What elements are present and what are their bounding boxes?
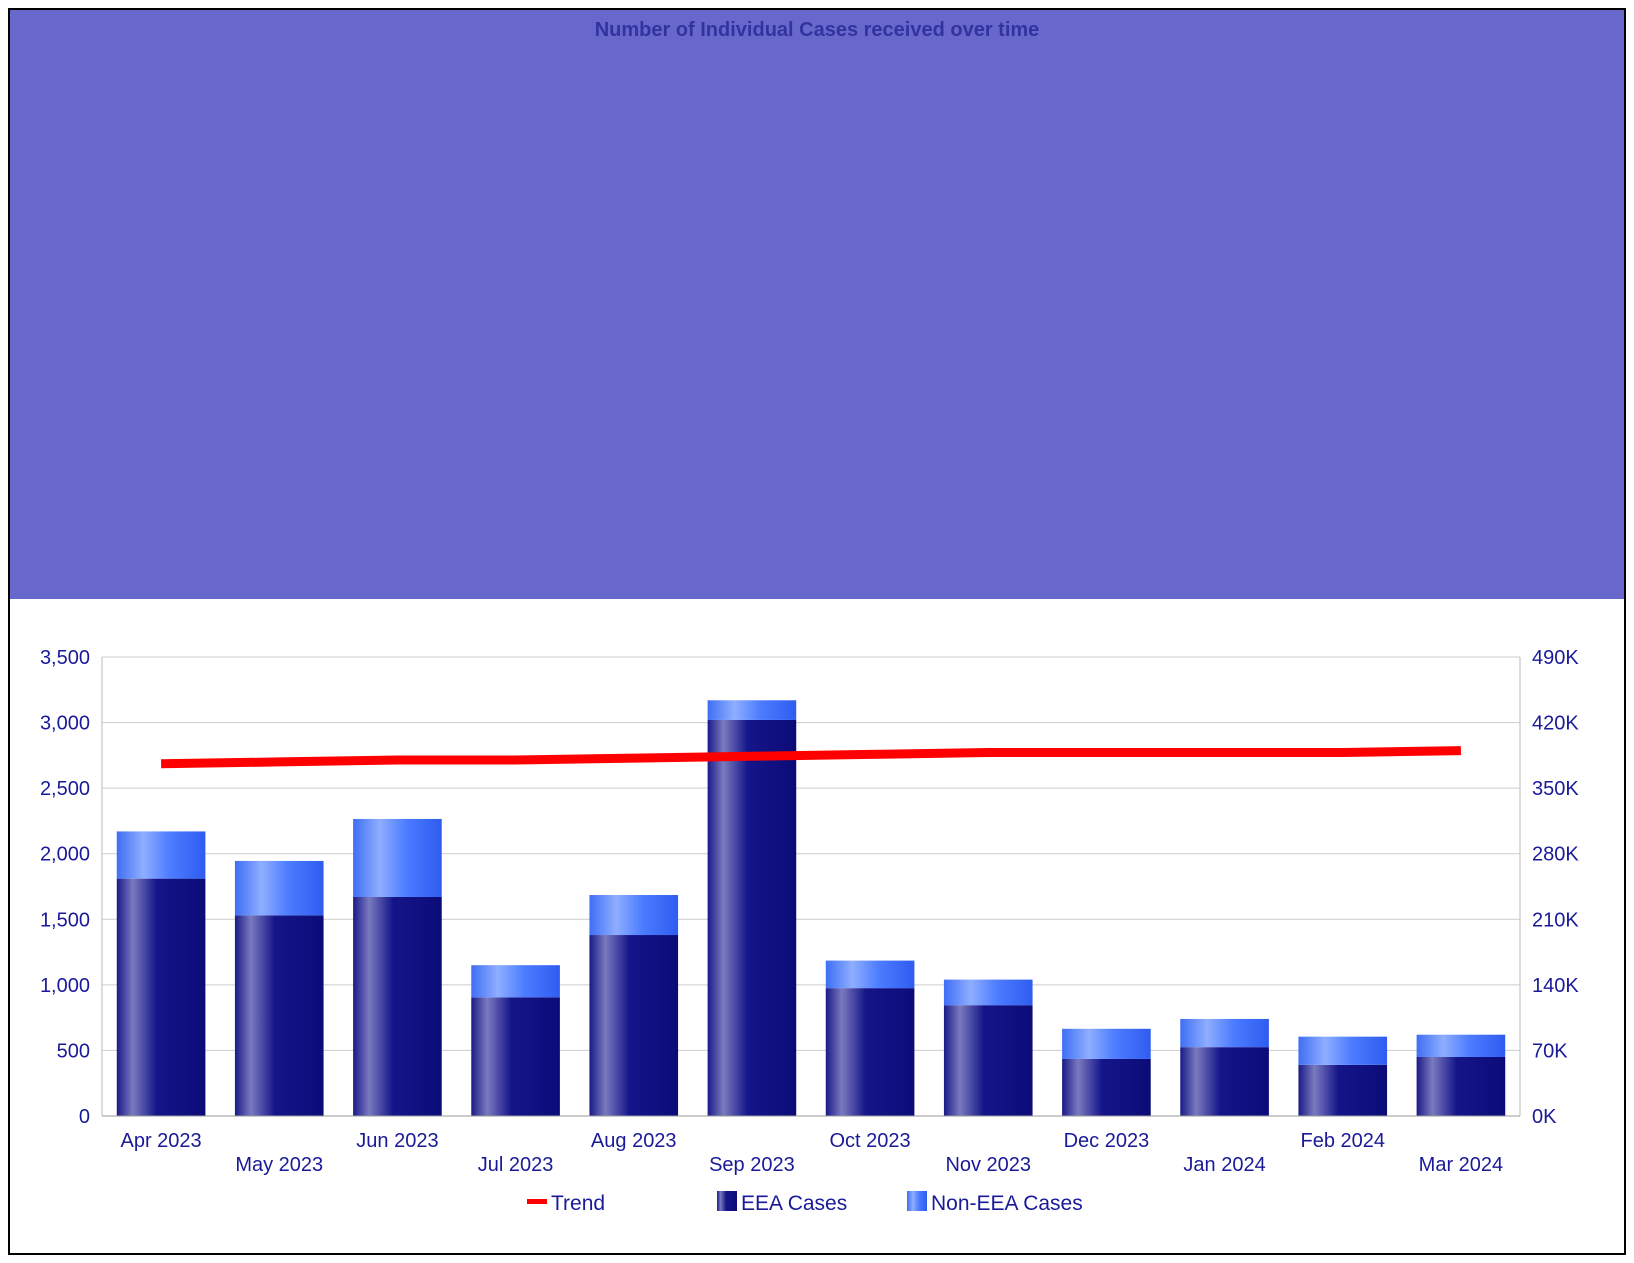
chart-title: Number of Individual Cases received over… — [594, 19, 1040, 41]
x-tick-label: Dec 2023 — [1064, 1130, 1150, 1152]
y-right-tick-label: 70K — [1532, 1040, 1568, 1062]
bar-eea — [471, 997, 560, 1116]
legend-non-eea-swatch — [907, 1191, 927, 1211]
bar-eea — [116, 878, 206, 1116]
y-left-tick-label: 3,500 — [40, 647, 90, 669]
bar-eea — [234, 915, 324, 1116]
bar-eea — [825, 988, 915, 1116]
legend-trend-swatch — [527, 1199, 547, 1204]
bar-non-eea — [943, 979, 1033, 1006]
bar-non-eea — [707, 700, 797, 720]
y-left-tick-label: 2,000 — [40, 844, 90, 866]
x-tick-label: Feb 2024 — [1300, 1130, 1385, 1152]
trend-line — [161, 746, 1461, 769]
bar-eea — [1416, 1056, 1506, 1116]
chart-banner — [10, 10, 1624, 599]
legend-trend-label: Trend — [551, 1192, 605, 1215]
chart-frame: Number of Individual Cases received over… — [8, 8, 1626, 1255]
y-right-tick-label: 0K — [1532, 1106, 1557, 1128]
y-left-tick-label: 500 — [57, 1040, 90, 1062]
x-tick-label: Jun 2023 — [356, 1130, 438, 1152]
bar-eea — [1180, 1047, 1269, 1116]
x-tick-label: Jan 2024 — [1183, 1154, 1265, 1176]
bar-non-eea — [353, 818, 442, 897]
x-tick-label: Oct 2023 — [829, 1130, 910, 1152]
y-right-tick-label: 490K — [1532, 647, 1579, 669]
bar-non-eea — [825, 960, 915, 989]
bar-non-eea — [1062, 1028, 1151, 1059]
legend-non-eea-label: Non-EEA Cases — [931, 1192, 1083, 1215]
bar-non-eea — [1180, 1018, 1269, 1048]
chart-legend: Trend EEA Cases Non-EEA Cases — [527, 1191, 1083, 1215]
x-tick-label: Sep 2023 — [709, 1154, 795, 1176]
x-tick-label: Nov 2023 — [945, 1154, 1031, 1176]
bar-eea — [1062, 1058, 1151, 1116]
y-right-tick-label: 420K — [1532, 713, 1579, 735]
y-left-tick-label: 3,000 — [40, 713, 90, 735]
y-left-tick-label: 1,500 — [40, 909, 90, 931]
legend-eea-label: EEA Cases — [741, 1192, 847, 1215]
bar-non-eea — [1298, 1036, 1388, 1065]
bar-eea — [943, 1005, 1033, 1116]
bar-eea — [353, 896, 442, 1116]
y-left-tick-label: 1,000 — [40, 975, 90, 997]
bar-eea — [707, 719, 797, 1116]
bar-non-eea — [589, 895, 679, 936]
y-right-tick-label: 350K — [1532, 778, 1579, 800]
x-tick-label: Jul 2023 — [478, 1154, 554, 1176]
y-right-tick-label: 210K — [1532, 909, 1579, 931]
y-left-tick-label: 2,500 — [40, 778, 90, 800]
y-right-tick-label: 280K — [1532, 844, 1579, 866]
bar-non-eea — [116, 831, 206, 879]
bar-eea — [589, 935, 679, 1116]
bar-non-eea — [1416, 1034, 1506, 1057]
legend-eea-swatch — [717, 1191, 737, 1211]
x-tick-label: Mar 2024 — [1419, 1154, 1504, 1176]
y-left-tick-label: 0 — [79, 1106, 90, 1128]
bar-non-eea — [471, 965, 560, 998]
y-right-tick-label: 140K — [1532, 975, 1579, 997]
x-tick-label: Aug 2023 — [591, 1130, 677, 1152]
x-tick-label: Apr 2023 — [120, 1130, 201, 1152]
chart-svg: 0 500 1,000 1,500 2,000 2,500 3,000 3,500 0K 70K 1… — [40, 647, 1579, 1215]
bar-non-eea — [234, 860, 324, 916]
x-tick-label: May 2023 — [235, 1154, 323, 1176]
bar-eea — [1298, 1064, 1388, 1116]
